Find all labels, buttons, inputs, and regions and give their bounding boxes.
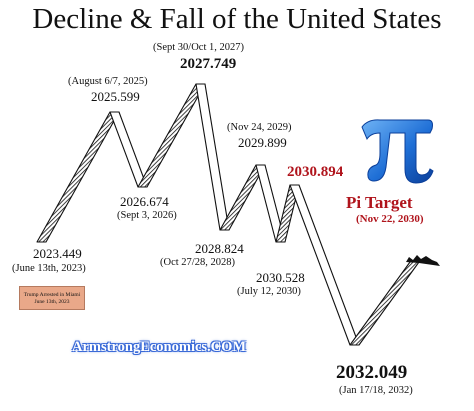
- point-date-2025: (August 6/7, 2025): [68, 76, 148, 87]
- point-date-2027: (Sept 30/Oct 1, 2027): [153, 42, 244, 53]
- point-value-2029: 2029.899: [238, 135, 287, 150]
- ribbon-leg-2: [109, 111, 148, 188]
- point-value-2030-nov: 2030.894: [287, 164, 344, 180]
- ribbon-leg-4: [195, 83, 230, 231]
- point-value-2026: 2026.674: [120, 194, 169, 209]
- ribbon-leg-3: [137, 83, 206, 188]
- point-date-2023: (June 13th, 2023): [12, 263, 86, 274]
- ribbon-leg-9: [349, 261, 420, 346]
- point-date-2026: (Sept 3, 2026): [117, 210, 177, 221]
- point-date-2028: (Oct 27/28, 2028): [160, 257, 235, 268]
- point-value-2028: 2028.824: [195, 241, 244, 256]
- point-value-2032: 2032.049: [336, 362, 408, 383]
- page-title: Decline & Fall of the United States: [32, 3, 442, 35]
- pi-symbol-icon: [361, 119, 434, 184]
- news-note-box: Trump Arrested in Miami June 13th, 2023: [19, 286, 85, 310]
- brand-watermark: ArmstrongEconomics.COM: [72, 339, 247, 355]
- point-date-2029: (Nov 24, 2029): [227, 122, 292, 133]
- news-note-line-1: Trump Arrested in Miami: [23, 292, 81, 298]
- pi-target-label: Pi Target: [346, 193, 413, 212]
- point-value-2030-july: 2030.528: [256, 270, 305, 285]
- point-date-2030-july: (July 12, 2030): [237, 286, 301, 297]
- point-date-2032: (Jan 17/18, 2032): [339, 385, 413, 396]
- point-value-2027: 2027.749: [180, 56, 237, 72]
- point-value-2025: 2025.599: [91, 89, 140, 104]
- pi-target-date: (Nov 22, 2030): [356, 213, 424, 225]
- ribbon-tip: [406, 255, 440, 266]
- ribbon-leg-1: [36, 111, 120, 243]
- point-value-2023: 2023.449: [33, 246, 82, 261]
- news-note-line-2: June 13th, 2023: [34, 299, 70, 305]
